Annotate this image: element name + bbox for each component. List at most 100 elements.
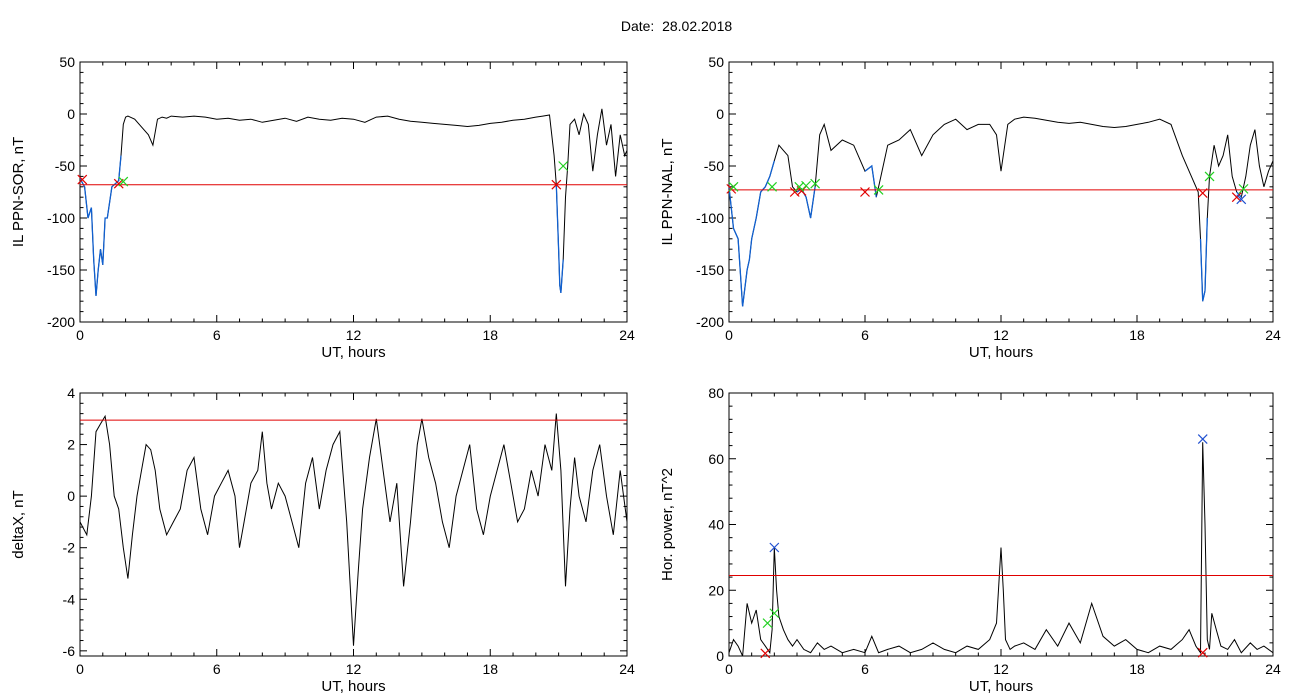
end-marker bbox=[762, 618, 773, 629]
peak-marker bbox=[1197, 434, 1208, 444]
x-tick-label: 18 bbox=[482, 661, 498, 677]
start-marker bbox=[1197, 647, 1208, 658]
start-marker-stroke-b bbox=[551, 179, 562, 190]
event-segment bbox=[729, 160, 775, 307]
end-marker bbox=[769, 608, 780, 619]
x-tick-label: 0 bbox=[725, 327, 733, 343]
end-marker bbox=[801, 180, 811, 191]
x-tick-label: 6 bbox=[213, 661, 221, 677]
end-marker-stroke-b bbox=[767, 181, 777, 192]
end-marker-stroke-b bbox=[1238, 183, 1249, 194]
x-tick-label: 12 bbox=[346, 327, 362, 343]
y-axis-label: IL PPN-SOR, nT bbox=[10, 137, 27, 247]
end-marker bbox=[767, 181, 777, 192]
x-axis-label: UT, hours bbox=[969, 344, 1033, 361]
y-tick-label: -50 bbox=[55, 158, 75, 174]
y-tick-label: 0 bbox=[716, 106, 724, 122]
y-tick-label: 0 bbox=[716, 648, 724, 664]
end-marker-stroke-b bbox=[769, 608, 780, 619]
chart-panel-4: 0 6 12 18 24 0 20 40 60 80 UT, hours Hor. power, nT… bbox=[659, 385, 1281, 695]
x-tick-label: 24 bbox=[619, 327, 635, 343]
start-marker bbox=[860, 187, 870, 197]
end-marker-stroke-b bbox=[558, 161, 569, 171]
start-marker-stroke-b bbox=[1231, 192, 1242, 203]
x-tick-label: 12 bbox=[993, 327, 1009, 343]
x-tick-label: 12 bbox=[993, 661, 1009, 677]
end-marker bbox=[1204, 171, 1215, 182]
series-line bbox=[80, 413, 627, 646]
x-tick-label: 12 bbox=[346, 661, 362, 677]
end-marker-stroke-b bbox=[801, 180, 811, 191]
x-tick-label: 24 bbox=[1265, 327, 1281, 343]
event-segment bbox=[796, 186, 816, 219]
y-tick-label: 2 bbox=[67, 437, 75, 453]
end-marker-stroke-b bbox=[728, 181, 739, 192]
start-marker bbox=[551, 179, 562, 190]
y-tick-label: -200 bbox=[696, 314, 724, 330]
x-axis-label: UT, hours bbox=[321, 678, 385, 695]
x-tick-label: 0 bbox=[76, 327, 84, 343]
x-tick-label: 0 bbox=[725, 661, 733, 677]
end-marker-stroke-b bbox=[873, 184, 884, 195]
y-axis-label: Hor. power, nT^2 bbox=[659, 468, 676, 581]
y-tick-label: 50 bbox=[59, 54, 75, 70]
y-tick-label: -150 bbox=[696, 262, 724, 278]
plot-frame bbox=[728, 61, 1274, 323]
start-marker-stroke-b bbox=[1197, 647, 1208, 658]
end-marker bbox=[873, 184, 884, 195]
y-tick-label: -150 bbox=[47, 262, 75, 278]
series-line bbox=[729, 442, 1273, 656]
y-tick-label: 60 bbox=[708, 451, 724, 467]
y-tick-label: -100 bbox=[47, 210, 75, 226]
x-tick-label: 0 bbox=[76, 661, 84, 677]
end-marker bbox=[728, 181, 739, 192]
y-tick-label: -4 bbox=[63, 591, 76, 607]
end-marker-stroke-b bbox=[762, 618, 773, 629]
peak-marker-stroke-b bbox=[769, 542, 780, 553]
end-marker-stroke-b bbox=[810, 178, 821, 189]
peak-marker bbox=[1236, 194, 1247, 205]
chart-panel-2: 0 6 12 18 24 -200 -150 -100 -50 0 50 UT, hours IL PP… bbox=[659, 54, 1281, 361]
start-marker bbox=[77, 174, 88, 185]
start-marker bbox=[760, 648, 771, 659]
y-tick-label: 80 bbox=[708, 385, 724, 401]
x-tick-label: 6 bbox=[861, 327, 869, 343]
end-marker-stroke-b bbox=[118, 176, 129, 187]
start-marker-stroke-b bbox=[1197, 188, 1208, 198]
end-marker-stroke-b bbox=[1204, 171, 1215, 182]
start-marker-stroke-b bbox=[760, 648, 771, 659]
y-axis-label: deltaX, nT bbox=[10, 490, 27, 558]
end-marker bbox=[1238, 183, 1249, 194]
start-marker-stroke-b bbox=[860, 187, 870, 197]
y-tick-label: 0 bbox=[67, 488, 75, 504]
x-axis-label: UT, hours bbox=[969, 678, 1033, 695]
event-segment bbox=[555, 184, 564, 293]
y-tick-label: 0 bbox=[67, 106, 75, 122]
x-axis-label: UT, hours bbox=[321, 344, 385, 361]
peak-marker bbox=[769, 542, 780, 553]
series-line bbox=[729, 116, 1273, 307]
plot-frame bbox=[728, 392, 1274, 657]
y-tick-label: 4 bbox=[67, 385, 75, 401]
y-tick-label: -6 bbox=[63, 643, 76, 659]
y-tick-label: 20 bbox=[708, 582, 724, 598]
x-tick-label: 18 bbox=[482, 327, 498, 343]
end-marker bbox=[118, 176, 129, 187]
end-marker bbox=[558, 161, 569, 171]
plot-frame bbox=[79, 61, 628, 323]
y-axis-label: IL PPN-NAL, nT bbox=[659, 139, 676, 246]
series-line bbox=[80, 108, 627, 297]
event-segment bbox=[1199, 217, 1208, 302]
x-tick-label: 18 bbox=[1129, 327, 1145, 343]
end-marker-stroke-b bbox=[794, 181, 805, 192]
event-segment bbox=[864, 164, 877, 198]
figure-title: Date: 28.02.2018 bbox=[620, 18, 733, 34]
peak-marker-stroke-b bbox=[1236, 194, 1247, 205]
chart-panel-1: 0 6 12 18 24 -200 -150 -100 -50 0 50 UT, hours IL PP… bbox=[10, 54, 635, 361]
y-tick-label: -50 bbox=[704, 158, 724, 174]
x-tick-label: 6 bbox=[861, 661, 869, 677]
start-marker-stroke-b bbox=[77, 174, 88, 185]
x-tick-label: 24 bbox=[619, 661, 635, 677]
